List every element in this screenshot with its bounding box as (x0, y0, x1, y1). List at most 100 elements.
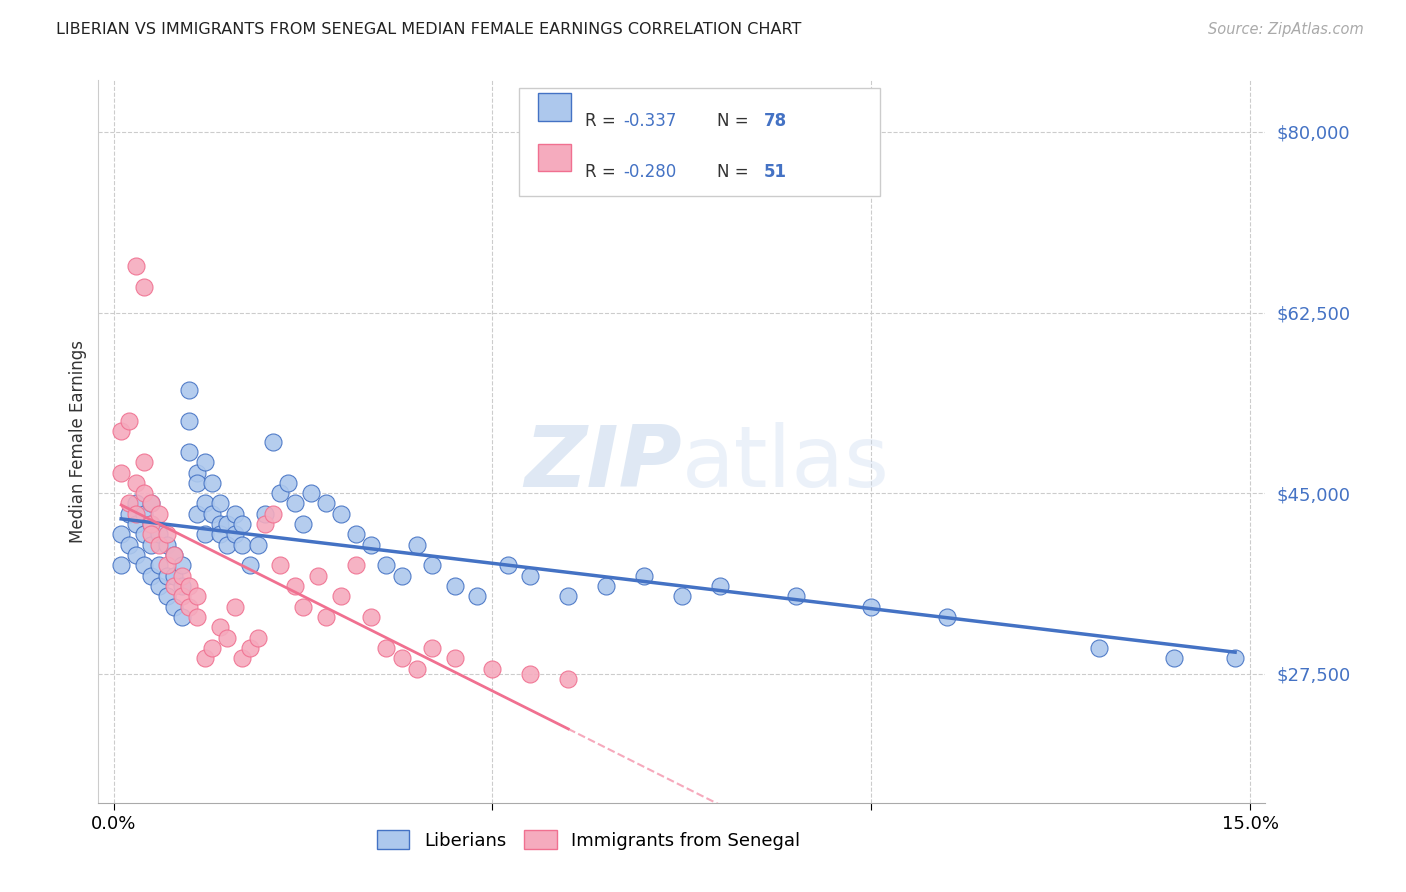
Point (148, 558, 170, 573)
Point (315, 610, 337, 624)
Bar (538, 94, 571, 120)
Point (208, 527, 231, 541)
Point (156, 568, 179, 582)
Point (118, 507, 141, 521)
Point (156, 590, 179, 604)
Legend: Liberians, Immigrants from Senegal: Liberians, Immigrants from Senegal (368, 822, 810, 859)
Point (246, 631, 269, 645)
Point (443, 579, 465, 593)
Point (557, 672, 579, 686)
Point (148, 538, 170, 552)
Point (186, 610, 208, 624)
Text: Source: ZipAtlas.com: Source: ZipAtlas.com (1208, 22, 1364, 37)
Point (125, 475, 148, 490)
Point (329, 590, 352, 604)
Point (375, 640, 398, 655)
Point (254, 507, 277, 521)
Text: -0.337: -0.337 (624, 112, 676, 130)
Point (125, 517, 148, 532)
Point (420, 558, 443, 573)
Point (292, 599, 315, 614)
Point (110, 424, 132, 438)
Point (170, 558, 193, 573)
Text: N =: N = (717, 112, 754, 130)
Point (496, 558, 519, 573)
Point (292, 517, 315, 532)
Point (186, 466, 208, 480)
Point (1223, 651, 1246, 665)
Point (299, 486, 322, 500)
Point (519, 568, 541, 582)
Text: R =: R = (585, 112, 621, 130)
Point (277, 475, 299, 490)
Point (217, 538, 239, 552)
Point (443, 651, 465, 665)
Point (110, 527, 132, 541)
Point (132, 558, 155, 573)
Point (141, 496, 163, 510)
Point (186, 590, 208, 604)
FancyBboxPatch shape (519, 87, 880, 196)
Point (208, 496, 231, 510)
Point (1163, 651, 1185, 665)
Point (170, 610, 193, 624)
Point (170, 568, 193, 582)
Point (179, 414, 201, 428)
Point (405, 662, 427, 676)
Point (671, 590, 693, 604)
Text: ZIP: ZIP (524, 422, 682, 505)
Point (179, 445, 201, 459)
Point (193, 651, 215, 665)
Point (186, 507, 208, 521)
Point (193, 496, 215, 510)
Point (785, 590, 807, 604)
Point (344, 527, 367, 541)
Point (156, 558, 179, 573)
Point (141, 517, 163, 532)
Point (132, 486, 155, 500)
Point (231, 538, 253, 552)
Point (193, 527, 215, 541)
Point (360, 610, 382, 624)
Text: atlas: atlas (682, 422, 890, 505)
Point (391, 651, 413, 665)
Point (224, 527, 246, 541)
Point (208, 620, 231, 634)
Point (110, 558, 132, 573)
Point (186, 475, 208, 490)
Text: N =: N = (717, 163, 754, 181)
Point (595, 579, 617, 593)
Point (125, 496, 148, 510)
Point (118, 538, 141, 552)
Point (217, 517, 239, 532)
Point (481, 662, 503, 676)
Point (148, 507, 170, 521)
Point (163, 548, 186, 562)
Point (224, 599, 246, 614)
Point (148, 527, 170, 541)
Point (315, 496, 337, 510)
Point (860, 599, 883, 614)
Point (224, 507, 246, 521)
Point (420, 640, 443, 655)
Point (179, 579, 201, 593)
Point (269, 558, 291, 573)
Point (405, 538, 427, 552)
Point (193, 455, 215, 469)
Point (125, 259, 148, 273)
Point (132, 507, 155, 521)
Point (132, 279, 155, 293)
Y-axis label: Median Female Earnings: Median Female Earnings (69, 340, 87, 543)
Point (262, 434, 284, 449)
Point (163, 599, 186, 614)
Point (125, 507, 148, 521)
Text: -0.280: -0.280 (624, 163, 676, 181)
Point (284, 579, 307, 593)
Point (141, 496, 163, 510)
Text: 51: 51 (763, 163, 786, 181)
Text: LIBERIAN VS IMMIGRANTS FROM SENEGAL MEDIAN FEMALE EARNINGS CORRELATION CHART: LIBERIAN VS IMMIGRANTS FROM SENEGAL MEDI… (56, 22, 801, 37)
Point (246, 538, 269, 552)
Bar (538, 144, 571, 171)
Point (179, 383, 201, 397)
Point (709, 579, 731, 593)
